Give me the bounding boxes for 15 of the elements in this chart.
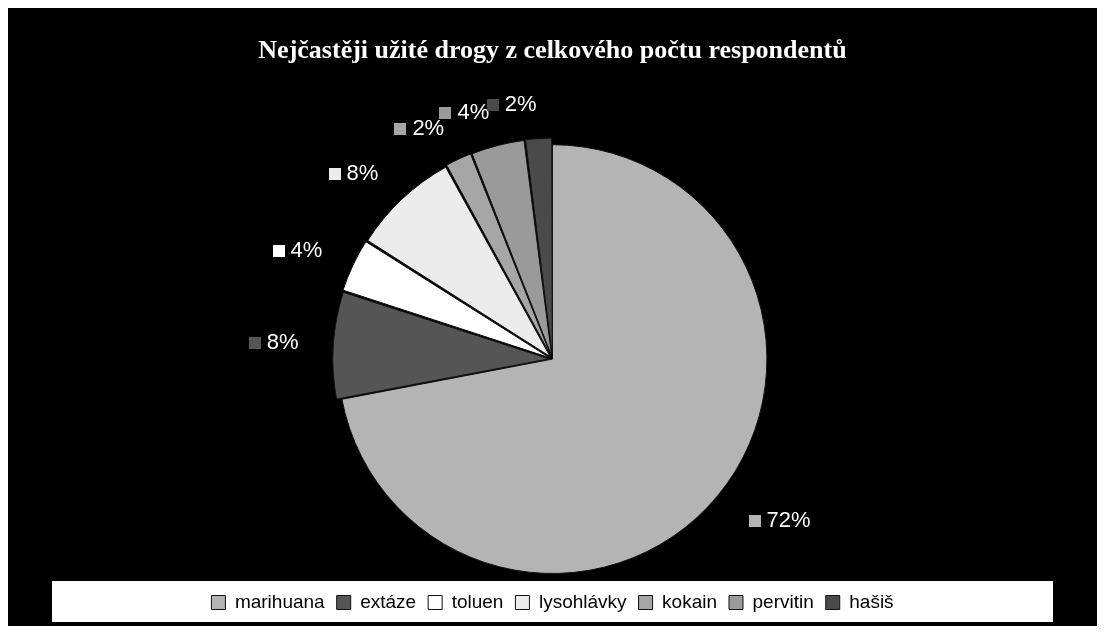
data-label: 8% (266, 329, 299, 355)
data-label: 4% (290, 236, 323, 262)
data-label: 2% (412, 114, 445, 140)
legend-label: extáze (360, 590, 417, 612)
data-label: 8% (346, 159, 379, 185)
legend-label: lysohlávky (538, 590, 628, 612)
legend-label: pervitin (752, 590, 814, 612)
legend-label: toluen (451, 590, 504, 612)
legend-label: marihuana (234, 590, 326, 612)
data-label: 72% (766, 507, 811, 533)
chart-title: Nejčastěji užité drogy z celkového počtu respondentů (258, 35, 847, 65)
legend-label: hašiš (849, 590, 894, 612)
legend-label: kokain (662, 590, 717, 612)
data-label: 4% (457, 98, 490, 124)
data-label: 2% (504, 91, 537, 117)
